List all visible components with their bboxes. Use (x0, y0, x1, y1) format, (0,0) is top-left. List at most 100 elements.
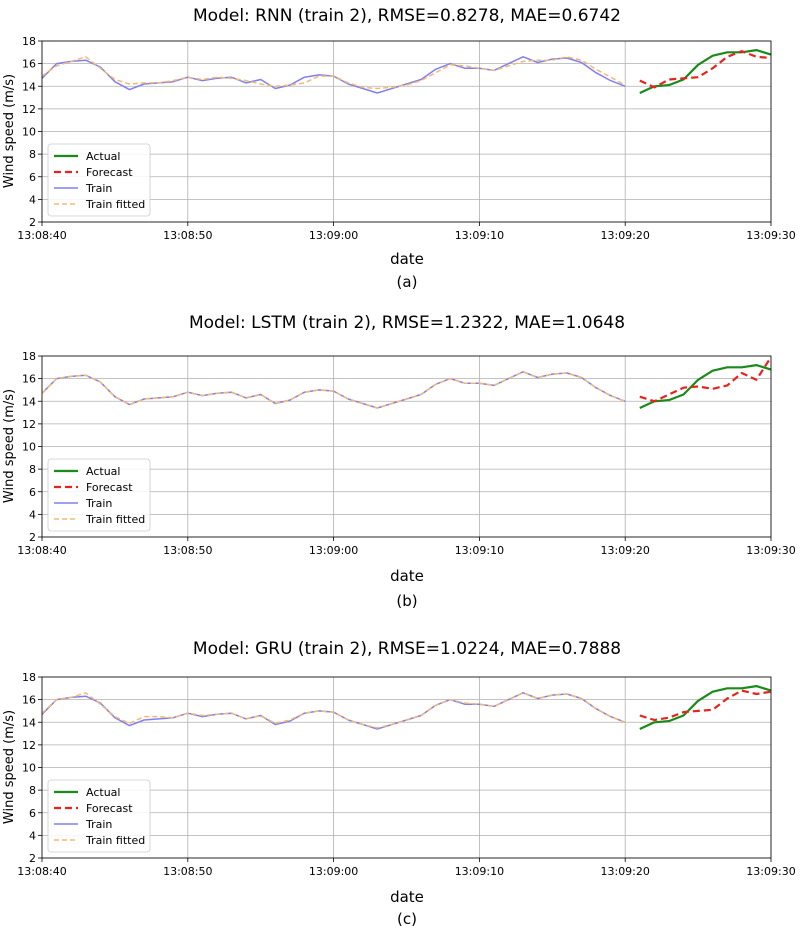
y-axis-label: Wind speed (m/s) (2, 389, 17, 503)
legend-label: Actual (86, 786, 120, 799)
x-tick-label: 13:08:40 (17, 229, 66, 242)
x-tick-label: 13:08:50 (163, 544, 212, 557)
legend-label: Train (85, 182, 112, 195)
legend-label: Actual (86, 150, 120, 163)
series-line-train-fitted (41, 692, 626, 729)
chart-title: Model: RNN (train 2), RMSE=0.8278, MAE=0… (193, 6, 621, 26)
series-line-forecast (639, 50, 772, 89)
series-lines (41, 684, 772, 730)
legend-label: Train (85, 818, 112, 831)
y-tick-label: 4 (29, 193, 36, 206)
x-tick-label: 13:09:00 (309, 865, 358, 878)
x-tick-label: 13:09:10 (455, 544, 504, 557)
legend-label: Train fitted (85, 513, 145, 526)
chart-svg-rnn: Model: RNN (train 2), RMSE=0.8278, MAE=0… (2, 6, 796, 291)
series-line-actual (639, 684, 772, 730)
legend-box (47, 779, 151, 853)
y-tick-label: 4 (29, 508, 36, 521)
y-tick-label: 16 (22, 58, 36, 71)
chart-panel-lstm: Model: LSTM (train 2), RMSE=1.2322, MAE=… (0, 309, 800, 619)
x-tick-label: 13:09:10 (455, 865, 504, 878)
x-tick-labels: 13:08:40 13:08:50 13:09:00 13:09:10 13:09:20… (17, 544, 795, 557)
x-tick-label: 13:09:20 (600, 229, 649, 242)
y-tick-label: 2 (29, 216, 36, 229)
legend-label: Actual (86, 465, 120, 478)
series-lines (41, 48, 772, 94)
y-tick-label: 16 (22, 373, 36, 386)
legend-label: Train fitted (85, 198, 145, 211)
legend: Actual Forecast Train Train fitted (47, 143, 151, 217)
legend-label: Forecast (86, 802, 133, 815)
legend-label: Forecast (86, 481, 133, 494)
y-tick-label: 18 (22, 35, 36, 48)
legend: Actual Forecast Train Train fitted (47, 779, 151, 853)
x-tick-label: 13:09:20 (600, 544, 649, 557)
x-tick-label: 13:08:50 (163, 229, 212, 242)
y-axis-label: Wind speed (m/s) (2, 74, 17, 188)
x-tick-label: 13:09:00 (309, 544, 358, 557)
y-tick-label: 12 (22, 103, 36, 116)
y-tick-label: 4 (29, 829, 36, 842)
y-tick-label: 10 (22, 126, 36, 139)
x-tick-labels: 13:08:40 13:08:50 13:09:00 13:09:10 13:09:20… (17, 865, 795, 878)
y-tick-labels: 2 4 6 8 10 12 14 16 18 (22, 350, 36, 544)
legend-label: Train fitted (85, 834, 145, 847)
y-tick-label: 2 (29, 852, 36, 865)
y-axis-label: Wind speed (m/s) (2, 710, 17, 824)
y-tick-label: 10 (22, 762, 36, 775)
series-line-train-fitted (41, 56, 626, 90)
series-line-actual (639, 363, 772, 409)
legend-box (47, 143, 151, 217)
x-tick-label: 13:08:50 (163, 865, 212, 878)
y-tick-label: 6 (29, 807, 36, 820)
plot-frame (41, 676, 772, 859)
y-tick-label: 8 (29, 463, 36, 476)
series-line-actual (639, 48, 772, 94)
y-tick-label: 18 (22, 671, 36, 684)
chart-svg-lstm: Model: LSTM (train 2), RMSE=1.2322, MAE=… (2, 313, 796, 610)
legend-box (47, 458, 151, 532)
y-tick-label: 18 (22, 350, 36, 363)
series-lines (41, 356, 772, 409)
series-line-forecast (639, 689, 772, 722)
x-tick-label: 13:09:10 (455, 229, 504, 242)
series-line-forecast (639, 356, 772, 403)
x-axis-label: date (390, 888, 424, 906)
y-tick-label: 8 (29, 784, 36, 797)
y-tick-label: 6 (29, 171, 36, 184)
x-tick-label: 13:09:30 (746, 544, 795, 557)
legend: Actual Forecast Train Train fitted (47, 458, 151, 532)
chart-panel-gru: Model: GRU (train 2), RMSE=1.0224, MAE=0… (0, 630, 800, 930)
chart-panel-rnn: Model: RNN (train 2), RMSE=0.8278, MAE=0… (0, 0, 800, 305)
chart-svg-gru: Model: GRU (train 2), RMSE=1.0224, MAE=0… (2, 639, 796, 928)
legend-label: Forecast (86, 166, 133, 179)
y-tick-label: 12 (22, 418, 36, 431)
x-tick-label: 13:08:40 (17, 865, 66, 878)
x-tick-label: 13:09:30 (746, 229, 795, 242)
y-tick-label: 8 (29, 148, 36, 161)
y-tick-label: 14 (22, 716, 36, 729)
y-tick-label: 16 (22, 694, 36, 707)
y-tick-label: 2 (29, 531, 36, 544)
chart-title: Model: GRU (train 2), RMSE=1.0224, MAE=0… (193, 639, 621, 659)
x-axis-label: date (390, 567, 424, 585)
x-tick-label: 13:09:30 (746, 865, 795, 878)
x-tick-label: 13:08:40 (17, 544, 66, 557)
y-tick-label: 10 (22, 441, 36, 454)
y-tick-label: 14 (22, 395, 36, 408)
panel-caption: (a) (397, 273, 418, 291)
chart-title: Model: LSTM (train 2), RMSE=1.2322, MAE=… (189, 313, 625, 333)
x-tick-labels: 13:08:40 13:08:50 13:09:00 13:09:10 13:09:20… (17, 229, 795, 242)
y-tick-label: 12 (22, 739, 36, 752)
panel-caption: (c) (397, 910, 417, 928)
panel-caption: (b) (396, 592, 417, 610)
series-line-train-fitted (41, 371, 626, 409)
plot-frame (41, 355, 772, 538)
y-tick-label: 14 (22, 80, 36, 93)
legend-label: Train (85, 497, 112, 510)
y-tick-labels: 2 4 6 8 10 12 14 16 18 (22, 35, 36, 229)
plot-frame (41, 40, 772, 223)
x-axis-label: date (390, 250, 424, 268)
y-tick-label: 6 (29, 486, 36, 499)
y-tick-labels: 2 4 6 8 10 12 14 16 18 (22, 671, 36, 865)
